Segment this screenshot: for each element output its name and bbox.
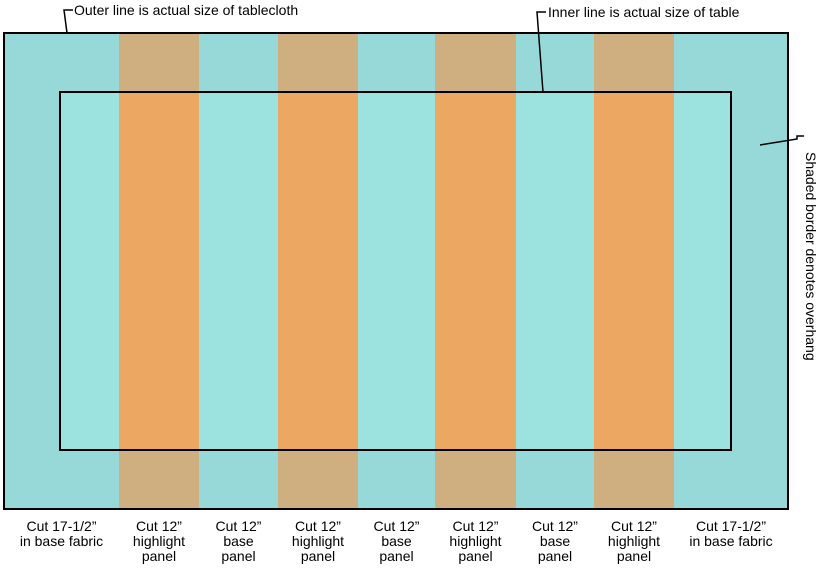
- panel-label-line: Cut 12”: [136, 518, 182, 534]
- panel-label-line: panel: [616, 548, 652, 564]
- panel-label-line: base: [223, 533, 254, 549]
- panel-label-line: highlight: [132, 533, 186, 549]
- base-panel-table-area: [516, 92, 594, 450]
- highlight-panel-table-area: [435, 92, 516, 450]
- border-annotation: Shaded border denotes overhang: [803, 152, 819, 361]
- panel-label-line: highlight: [291, 533, 345, 549]
- panel-label-line: panel: [221, 548, 256, 564]
- base-panel-table-area: [60, 92, 119, 450]
- panel-label-line: Cut 12”: [532, 518, 578, 534]
- panel-label-line: Cut 12”: [215, 518, 262, 534]
- panel-label-line: Cut 12”: [295, 518, 341, 534]
- panel-label: Cut 12” highlight panel: [579, 519, 689, 564]
- highlight-panel-table-area: [119, 92, 199, 450]
- base-panel-table-area: [674, 92, 731, 450]
- outer-annotation: Outer line is actual size of tablecloth: [74, 2, 299, 18]
- panel-label-line: Cut 12”: [373, 518, 420, 534]
- panel-label: Cut 12” highlight panel: [104, 519, 214, 564]
- panel-label-line: panel: [458, 548, 493, 564]
- panel-label-line: highlight: [607, 533, 661, 549]
- highlight-panel-table-area: [594, 92, 674, 450]
- border-leader-line: [759, 135, 804, 146]
- inner-leader-line: [536, 11, 546, 93]
- table-outline: [59, 91, 732, 451]
- panel-label-line: panel: [300, 548, 336, 564]
- panel-label-line: Cut 12”: [452, 518, 499, 534]
- panel-label-line: panel: [141, 548, 177, 564]
- panel-label-line: in base fabric: [19, 533, 104, 549]
- tablecloth-outline: [3, 32, 789, 510]
- panel-label: Cut 17-1/2” in base fabric: [4, 519, 119, 549]
- panel-label-line: panel: [537, 548, 573, 564]
- inner-annotation: Inner line is actual size of table: [548, 4, 740, 20]
- panel-label: Cut 12” highlight panel: [263, 519, 373, 564]
- panel-label: Cut 12” highlight panel: [421, 519, 531, 564]
- panel-label-line: panel: [379, 548, 414, 564]
- panel-label-line: Cut 17-1/2”: [695, 518, 767, 534]
- panel-label-line: base: [539, 533, 571, 549]
- panel-label-line: base: [381, 533, 412, 549]
- base-panel-table-area: [358, 92, 435, 450]
- panel-label-line: Cut 17-1/2”: [26, 518, 97, 534]
- highlight-panel-table-area: [278, 92, 358, 450]
- panel-label-line: highlight: [449, 533, 502, 549]
- panel-label: Cut 12” base panel: [500, 519, 610, 564]
- panel-label-line: Cut 12”: [611, 518, 657, 534]
- panel-label-line: in base fabric: [689, 533, 773, 549]
- panel-label: Cut 12” base panel: [184, 519, 294, 564]
- panel-label: Cut 17-1/2” in base fabric: [674, 519, 788, 549]
- base-panel-table-area: [199, 92, 278, 450]
- panel-label: Cut 12” base panel: [342, 519, 452, 564]
- outer-leader-line: [63, 9, 73, 34]
